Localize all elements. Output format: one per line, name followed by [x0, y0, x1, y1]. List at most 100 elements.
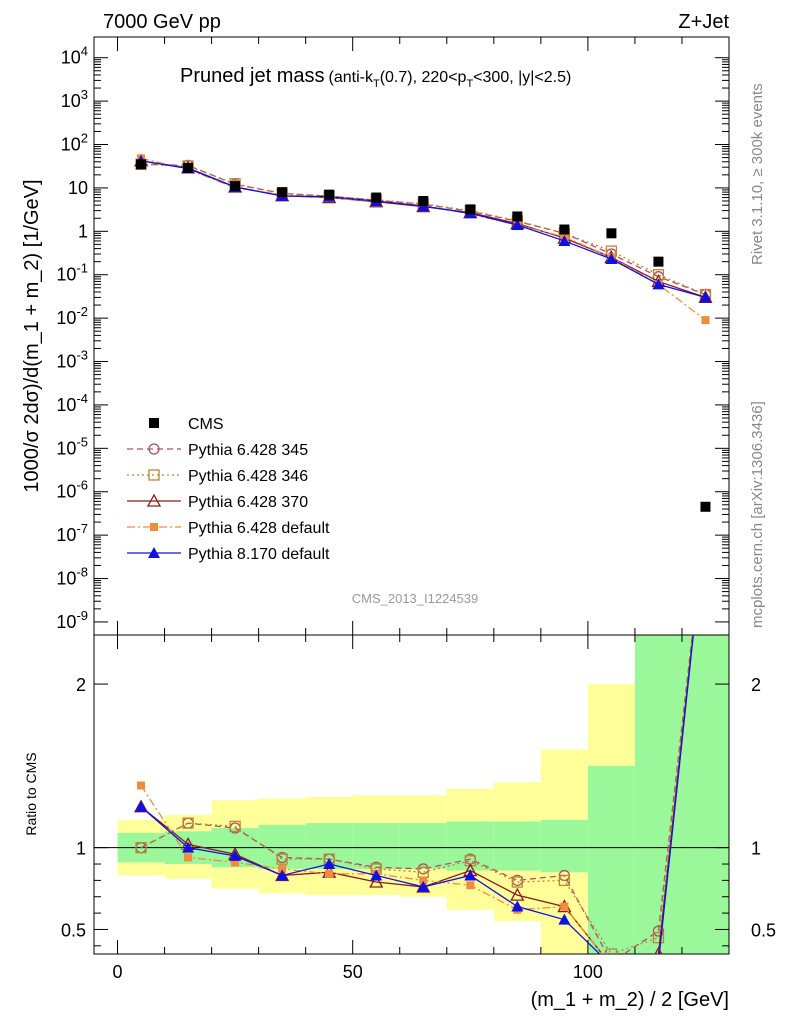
data-point [652, 278, 665, 290]
ratio-y-tick-label-right: 1 [751, 839, 761, 859]
data-point [699, 291, 712, 303]
data-point [700, 501, 711, 512]
legend-label: CMS [188, 416, 224, 433]
legend-marker [148, 443, 160, 455]
ratio-uncertainty-bands [94, 635, 729, 954]
y-tick-label: 104 [61, 44, 88, 68]
legend-entry: Pythia 6.428 346 [127, 468, 308, 485]
plot-title: Pruned jet mass (anti-kT(0.7), 220<pT<300… [180, 65, 571, 90]
inner-band-bin [634, 635, 682, 954]
data-point [701, 316, 710, 325]
y-tick-label: 10-7 [56, 521, 88, 545]
process-label: Z+Jet [678, 11, 729, 33]
ratio-point [558, 913, 571, 925]
ratio-point [370, 869, 383, 881]
main-y-axis: 10-9 10-8 10-7 10-6 10-5 10-4 10-3 10-2 10-1 1 10 1… [56, 44, 729, 632]
data-point [559, 224, 570, 235]
ratio-point [325, 869, 334, 878]
legend-label: Pythia 6.428 345 [188, 442, 308, 459]
legend-label: Pythia 6.428 346 [188, 468, 308, 485]
series-line [140, 160, 706, 299]
data-point [371, 192, 382, 203]
rivet-version-label: Rivet 3.1.10, ≥ 300k events [749, 83, 766, 265]
y-tick-label: 10-3 [56, 348, 88, 372]
inner-band-bin [258, 824, 306, 869]
x-tick-label: 100 [573, 962, 603, 982]
ratio-point [182, 841, 195, 853]
series-pythia-6-428-370 [133, 153, 713, 304]
legend-marker [150, 523, 158, 531]
legend-marker [148, 547, 160, 558]
ratio-y-tick-label: 0.5 [61, 920, 86, 940]
data-point [606, 228, 617, 239]
series-pythia-6-428-346 [135, 158, 712, 301]
data-point [558, 234, 571, 246]
collision-label: 7000 GeV pp [103, 11, 221, 33]
ratio-point [558, 874, 571, 887]
y-tick-label: 10-8 [56, 565, 88, 589]
ratio-point [419, 876, 428, 885]
inner-band-bin [352, 823, 400, 869]
ratio-point [464, 869, 477, 881]
y-tick-label: 10-6 [56, 478, 88, 502]
ratio-point [137, 781, 146, 790]
y-tick-label: 10-9 [56, 608, 88, 632]
ratio-line [140, 635, 694, 954]
data-point [183, 162, 194, 173]
x-axis-label: (m_1 + m_2) / 2 [GeV] [531, 989, 729, 1011]
ratio-y-tick-label-right: 0.5 [751, 920, 776, 940]
inner-band-bin [446, 821, 494, 871]
y-tick-label: 10-5 [56, 434, 88, 458]
ratio-point [511, 876, 523, 888]
x-tick-label: 50 [343, 962, 363, 982]
ratio-point [278, 864, 287, 873]
ratio-y-tick-label: 2 [76, 675, 86, 695]
data-point [418, 195, 429, 206]
data-point [512, 211, 523, 222]
y-tick-label: 10-2 [56, 304, 88, 328]
ratio-point [369, 874, 384, 888]
data-point [277, 187, 288, 198]
inner-band-bin [540, 819, 588, 873]
series-pythia-6-428-345 [135, 158, 712, 301]
series-cms [136, 159, 711, 512]
y-tick-label: 10-4 [56, 391, 88, 415]
ratio-y-label: Ratio to CMS [23, 752, 39, 835]
legend-marker [149, 418, 159, 428]
ratio-point [466, 881, 475, 890]
ratio-plot-frame [93, 634, 730, 955]
y-tick-label: 103 [61, 87, 88, 111]
mcplots-label: mcplots.cern.ch [arXiv:1306.3436] [749, 401, 766, 628]
legend-entry: Pythia 6.428 default [127, 520, 330, 537]
ratio-point [229, 849, 242, 861]
ratio-series [133, 635, 694, 954]
ratio-point [276, 869, 289, 881]
y-tick-label: 1 [78, 221, 88, 241]
ratio-point [184, 853, 193, 862]
analysis-id: CMS_2013_I1224539 [352, 591, 479, 606]
legend-label: Pythia 6.428 default [188, 520, 330, 537]
ratio-y-tick-label-right: 2 [751, 675, 761, 695]
ratio-point [323, 858, 336, 870]
ratio-y-tick-label: 1 [76, 839, 86, 859]
data-point [324, 189, 335, 200]
y-tick-label: 10 [68, 178, 88, 198]
legend-entry: Pythia 6.428 345 [127, 442, 308, 459]
legend-marker [148, 469, 160, 481]
ratio-point [652, 931, 665, 944]
legend-entry: Pythia 8.170 default [127, 546, 330, 563]
ratio-point [135, 842, 147, 854]
y-tick-label: 10-1 [56, 261, 88, 285]
ratio-y-axis: 0.5 0.5 1 1 2 2 [61, 675, 776, 947]
ratio-point [560, 902, 569, 911]
y-tick-label: 102 [61, 131, 88, 155]
series-pythia-8-170-default [135, 154, 712, 303]
inner-band-bin [587, 765, 635, 954]
ratio-point [511, 900, 524, 912]
ratio-point [135, 800, 148, 812]
main-y-label: 1000/σ 2dσ)/d(m_1 + m_2) [1/GeV] [21, 179, 43, 492]
legend-marker [146, 493, 162, 507]
legend-entry: CMS [149, 416, 224, 433]
ratio-point [231, 858, 240, 867]
